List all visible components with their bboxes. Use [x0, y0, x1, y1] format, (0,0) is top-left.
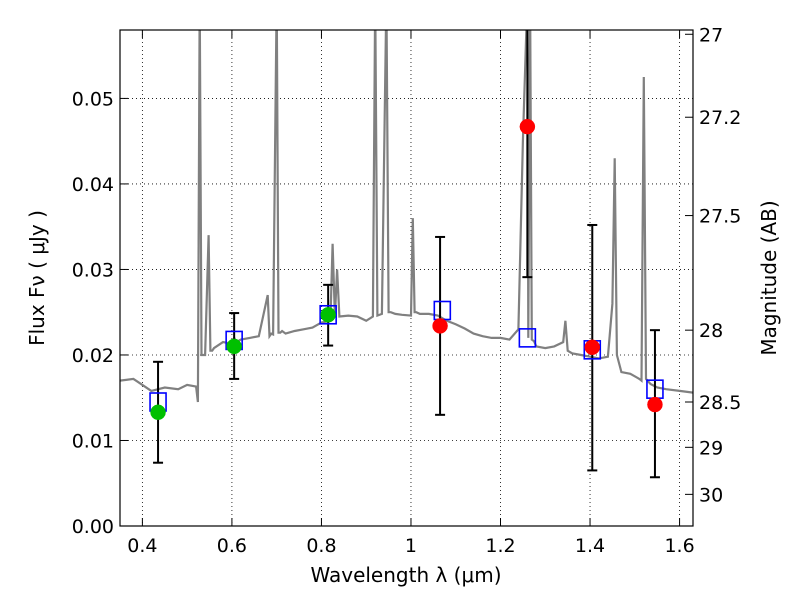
- right-tick-label: 27.5: [699, 206, 741, 228]
- model-photometry-square: [319, 304, 337, 325]
- right-tick-label: 28.5: [699, 392, 741, 414]
- y-tick-label: 0.00: [72, 516, 114, 538]
- y-tick-label: 0.03: [72, 259, 114, 281]
- observed-flux-point: [584, 339, 601, 356]
- y-tick-label: 0.04: [72, 174, 114, 196]
- x-tick-label: 0.4: [127, 535, 157, 557]
- x-tick-label: 1.2: [485, 535, 515, 557]
- x-tick-label: 0.6: [217, 535, 247, 557]
- y-tick-label: 0.05: [72, 88, 114, 110]
- x-tick-label: 1: [405, 535, 417, 557]
- axis-ticks: 0.4 0.6 0.8 1 1.2 1.4 1.6 0.00 0.01 0.02 0.03 0.04 0…: [72, 24, 742, 557]
- model-photometry-square: [518, 328, 537, 348]
- x-axis-label: Wavelength λ (μm): [310, 563, 501, 587]
- right-tick-label: 27: [699, 24, 723, 46]
- y-tick-label: 0.02: [72, 345, 114, 367]
- x-tick-label: 1.4: [575, 535, 605, 557]
- observed-flux-point: [647, 396, 663, 413]
- observed-flux-point: [150, 404, 166, 421]
- y-tick-label: 0.01: [72, 430, 114, 452]
- observed-flux-point: [432, 318, 448, 334]
- plot-area: [120, 30, 693, 479]
- observed-flux-point: [226, 338, 242, 355]
- observed-flux-point: [519, 118, 536, 135]
- right-tick-label: 28: [699, 320, 723, 342]
- x-tick-label: 1.6: [664, 535, 694, 557]
- right-axis-label: Magnitude (AB): [757, 200, 781, 355]
- right-tick-label: 29: [699, 437, 723, 459]
- right-tick-label: 27.2: [699, 107, 741, 129]
- x-tick-label: 0.8: [306, 535, 336, 557]
- y-axis-label: Flux Fν ( μJy ): [25, 210, 49, 346]
- right-tick-label: 30: [699, 484, 723, 506]
- observed-flux-point: [320, 307, 336, 323]
- plot-frame: [119, 29, 694, 527]
